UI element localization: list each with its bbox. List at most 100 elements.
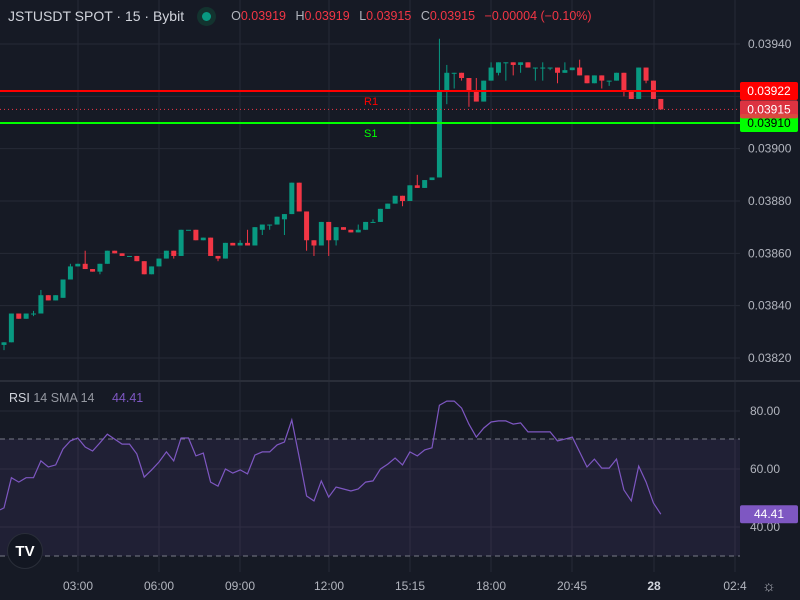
settings-gear-icon[interactable]: ☼ xyxy=(762,578,776,595)
candle-body xyxy=(340,227,346,230)
candle xyxy=(222,242,228,259)
candle-body xyxy=(532,67,538,69)
candle-body xyxy=(126,255,132,257)
candle xyxy=(97,263,103,275)
candle xyxy=(540,62,546,81)
level-price-tag xyxy=(740,82,798,100)
last-price-label: 0.03915 xyxy=(747,102,791,116)
price-tick-label: 0.03860 xyxy=(748,246,792,260)
candle xyxy=(200,237,206,241)
candle xyxy=(385,203,391,209)
low-label: L xyxy=(359,9,367,23)
candle-body xyxy=(23,313,29,319)
price-tick-label: 0.03900 xyxy=(748,142,792,156)
time-tick-label: 06:00 xyxy=(144,579,174,593)
candle xyxy=(606,80,612,86)
candle-body xyxy=(555,67,560,73)
rsi-value: 44.41 xyxy=(111,391,144,405)
high-label: H xyxy=(295,9,305,23)
candle xyxy=(119,253,125,256)
candle xyxy=(311,240,317,256)
candle-body xyxy=(650,80,656,99)
candle xyxy=(392,195,398,204)
candle xyxy=(82,250,88,270)
candle-body xyxy=(104,250,110,264)
candle-body xyxy=(186,229,191,231)
candle-body xyxy=(156,258,162,267)
candle-body xyxy=(237,242,243,246)
candle-body xyxy=(112,250,118,254)
candle xyxy=(186,229,191,231)
candle-body xyxy=(60,279,66,298)
level-price-tag xyxy=(740,114,798,132)
rsi-value-tag xyxy=(740,505,798,524)
low-value: 0.03915 xyxy=(366,9,412,23)
symbol-legend: JSTUSDT SPOT · 15 · Bybit O0.03919 H0.03… xyxy=(8,8,592,24)
candle-body xyxy=(311,240,317,246)
candle xyxy=(614,72,620,81)
candle xyxy=(304,211,310,251)
candle xyxy=(407,185,413,202)
candle xyxy=(422,180,428,188)
candle-body xyxy=(451,72,457,74)
candle xyxy=(466,78,472,107)
candle xyxy=(215,255,221,262)
market-status-icon xyxy=(202,11,212,21)
candle xyxy=(414,174,420,188)
candle xyxy=(488,62,494,81)
candle xyxy=(163,250,169,259)
level-price-label: 0.03922 xyxy=(747,84,791,98)
candle xyxy=(555,67,560,84)
candle-body xyxy=(193,229,199,241)
candle xyxy=(75,263,81,267)
candle xyxy=(584,75,590,84)
candle-body xyxy=(141,261,147,275)
time-tick-label: 02:4 xyxy=(723,579,747,593)
rsi-value-label: 44.41 xyxy=(754,507,784,521)
candle xyxy=(459,72,465,81)
symbol-title[interactable]: JSTUSDT SPOT · 15 · Bybit xyxy=(8,8,185,24)
level-label-r1: R1 xyxy=(364,96,378,108)
candle-body xyxy=(171,250,177,256)
candle xyxy=(577,59,583,76)
candle xyxy=(318,221,324,246)
candle-body xyxy=(363,221,369,230)
candle-body xyxy=(267,224,273,226)
candle-body xyxy=(304,211,310,241)
candle-body xyxy=(540,67,546,69)
ohlc-values: O0.03919 H0.03919 L0.03915 C0.03915 −0.0… xyxy=(225,9,591,23)
candle xyxy=(348,229,354,233)
candle-body xyxy=(75,263,81,267)
candle-body xyxy=(385,203,391,209)
candle xyxy=(643,67,649,84)
rsi-name: RSI xyxy=(9,391,30,405)
candle-body xyxy=(510,62,516,65)
level-price-label: 0.03910 xyxy=(747,116,791,130)
candle xyxy=(621,72,627,97)
change-value: −0.00004 (−0.10%) xyxy=(484,9,592,23)
candle xyxy=(636,67,642,99)
candle xyxy=(230,242,236,246)
candle-body xyxy=(333,227,339,241)
candle-body xyxy=(643,67,649,81)
tradingview-logo[interactable]: TV xyxy=(7,533,43,569)
price-tick-label: 0.03820 xyxy=(748,351,792,365)
candle-body xyxy=(1,342,7,345)
candle xyxy=(429,177,435,181)
rsi-legend[interactable]: RSI 14 SMA 14 44.41 xyxy=(9,391,143,405)
candle-body xyxy=(274,216,280,225)
candle-body xyxy=(436,91,442,178)
candle xyxy=(599,75,605,89)
candle-body xyxy=(90,269,96,272)
candle xyxy=(126,255,132,257)
candle-body xyxy=(377,208,383,222)
candle-body xyxy=(547,67,553,69)
candle xyxy=(281,214,287,236)
time-tick-label: 20:45 xyxy=(557,579,587,593)
candle xyxy=(400,195,406,207)
candle-body xyxy=(134,255,140,262)
candle-body xyxy=(281,214,287,220)
candle-body xyxy=(82,263,88,270)
candle xyxy=(326,221,332,256)
